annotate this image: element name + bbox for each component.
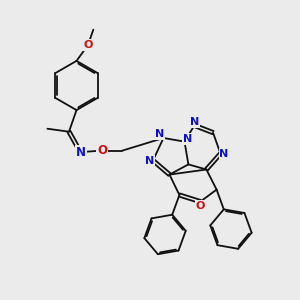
Text: O: O [97, 144, 107, 157]
Text: N: N [76, 146, 86, 159]
Text: N: N [220, 148, 229, 159]
Text: N: N [155, 129, 164, 140]
Text: O: O [196, 201, 205, 211]
Text: O: O [83, 40, 93, 50]
Text: N: N [183, 134, 192, 144]
Text: N: N [145, 155, 154, 166]
Text: N: N [190, 117, 199, 127]
